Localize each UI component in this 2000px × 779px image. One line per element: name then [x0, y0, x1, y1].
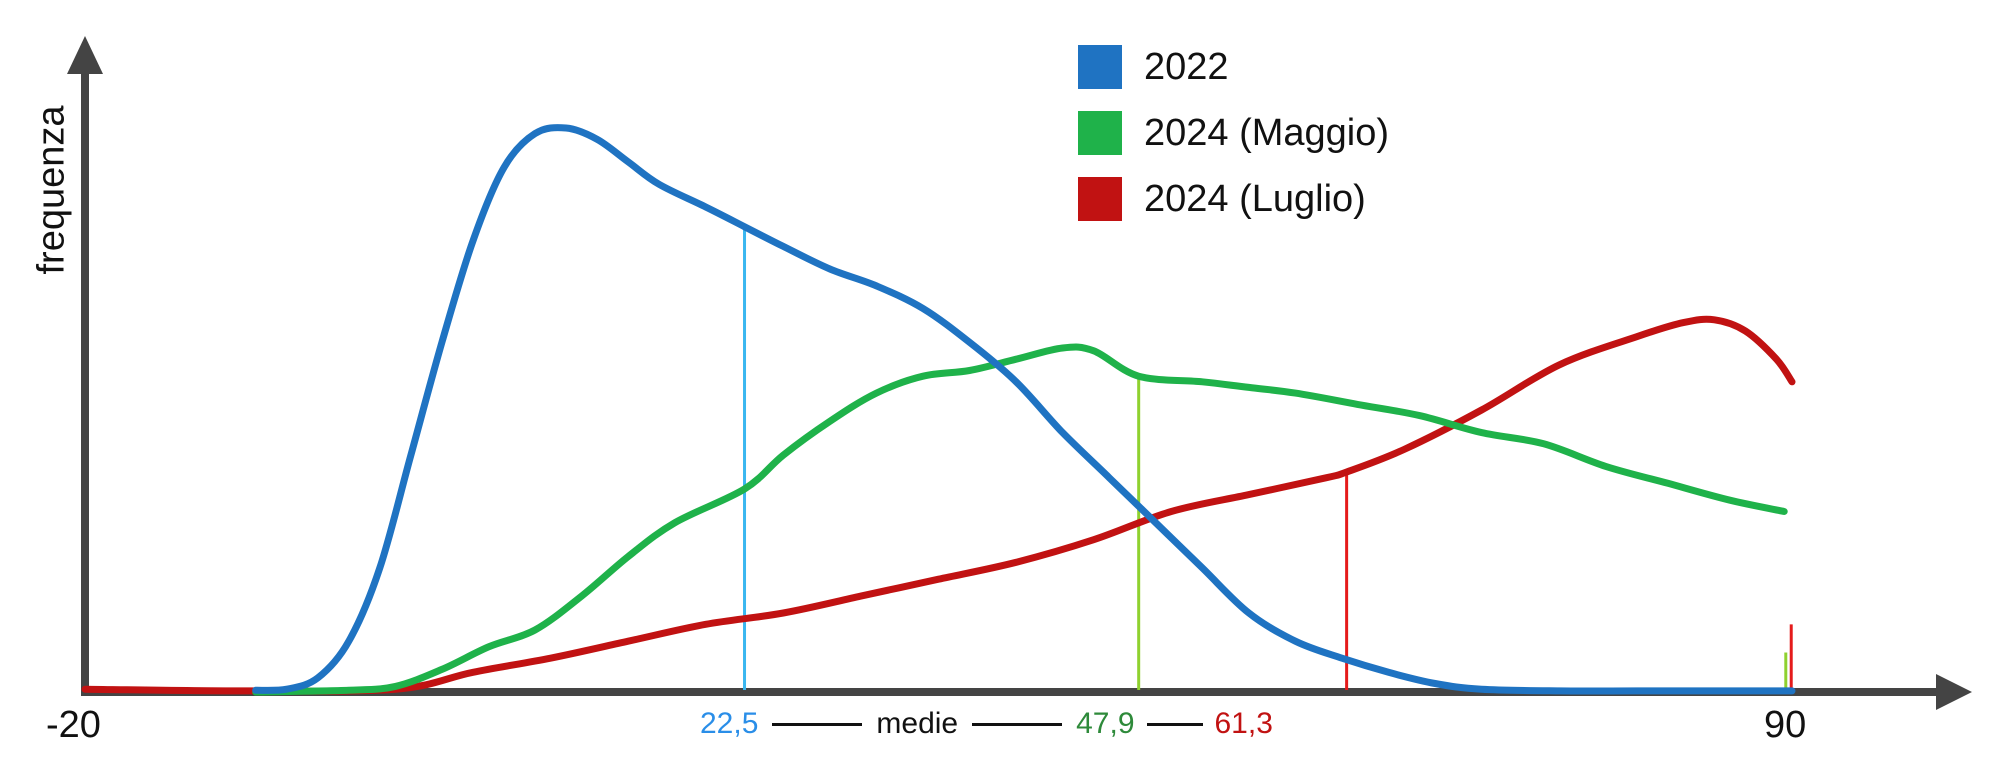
series-line-0: [252, 124, 1796, 695]
means-annotation: 22,5 medie 47,9 61,3: [700, 707, 1273, 741]
series-line-2: [81, 315, 1796, 695]
x-axis-arrow: [1936, 674, 1972, 710]
mean-label-2024-maggio: 47,9: [1076, 707, 1135, 740]
legend-swatch-2022: [1078, 45, 1122, 89]
y-axis-arrow: [67, 36, 103, 74]
legend: 2022 2024 (Maggio) 2024 (Luglio): [1078, 34, 1389, 232]
means-dash-1: [772, 722, 863, 726]
legend-label-2022: 2022: [1144, 45, 1229, 88]
spikes: [1784, 624, 1793, 690]
legend-item-2022: 2022: [1078, 34, 1389, 100]
legend-label-2024-luglio: 2024 (Luglio): [1144, 177, 1366, 220]
means-dash-3: [1146, 722, 1203, 726]
series-lines: [81, 124, 1796, 696]
axes: [67, 36, 1972, 710]
legend-swatch-2024-maggio: [1078, 111, 1122, 155]
x-tick-max: 90: [1764, 704, 1807, 746]
legend-swatch-2024-luglio: [1078, 177, 1122, 221]
legend-item-2024-maggio: 2024 (Maggio): [1078, 100, 1389, 166]
legend-label-2024-maggio: 2024 (Maggio): [1144, 111, 1390, 154]
y-axis-label: frequenza: [30, 105, 73, 275]
legend-item-2024-luglio: 2024 (Luglio): [1078, 166, 1389, 232]
mean-lines: [743, 226, 1349, 690]
mean-label-2024-luglio: 61,3: [1214, 707, 1273, 740]
means-dash-2: [972, 722, 1063, 726]
mean-label-2022: 22,5: [700, 707, 759, 740]
series-line-1: [252, 343, 1788, 696]
means-label: medie: [876, 707, 959, 740]
x-tick-min: -20: [46, 704, 101, 746]
